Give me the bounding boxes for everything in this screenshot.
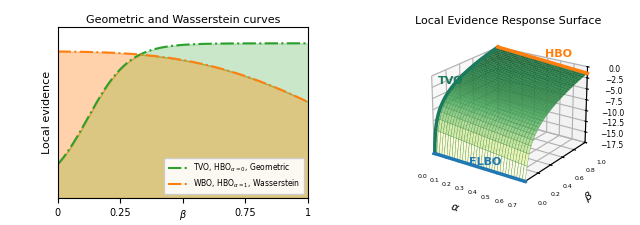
Legend: TVO, HBO$_{\alpha=0}$, Geometric, WBO, HBO$_{\alpha=1}$, Wasserstein: TVO, HBO$_{\alpha=0}$, Geometric, WBO, H… [164, 158, 304, 194]
Title: Geometric and Wasserstein curves: Geometric and Wasserstein curves [86, 15, 280, 25]
Y-axis label: $\beta$: $\beta$ [581, 189, 596, 205]
X-axis label: $\alpha$: $\alpha$ [449, 202, 461, 214]
Y-axis label: Local evidence: Local evidence [42, 71, 52, 154]
Title: Local Evidence Response Surface: Local Evidence Response Surface [415, 16, 602, 26]
